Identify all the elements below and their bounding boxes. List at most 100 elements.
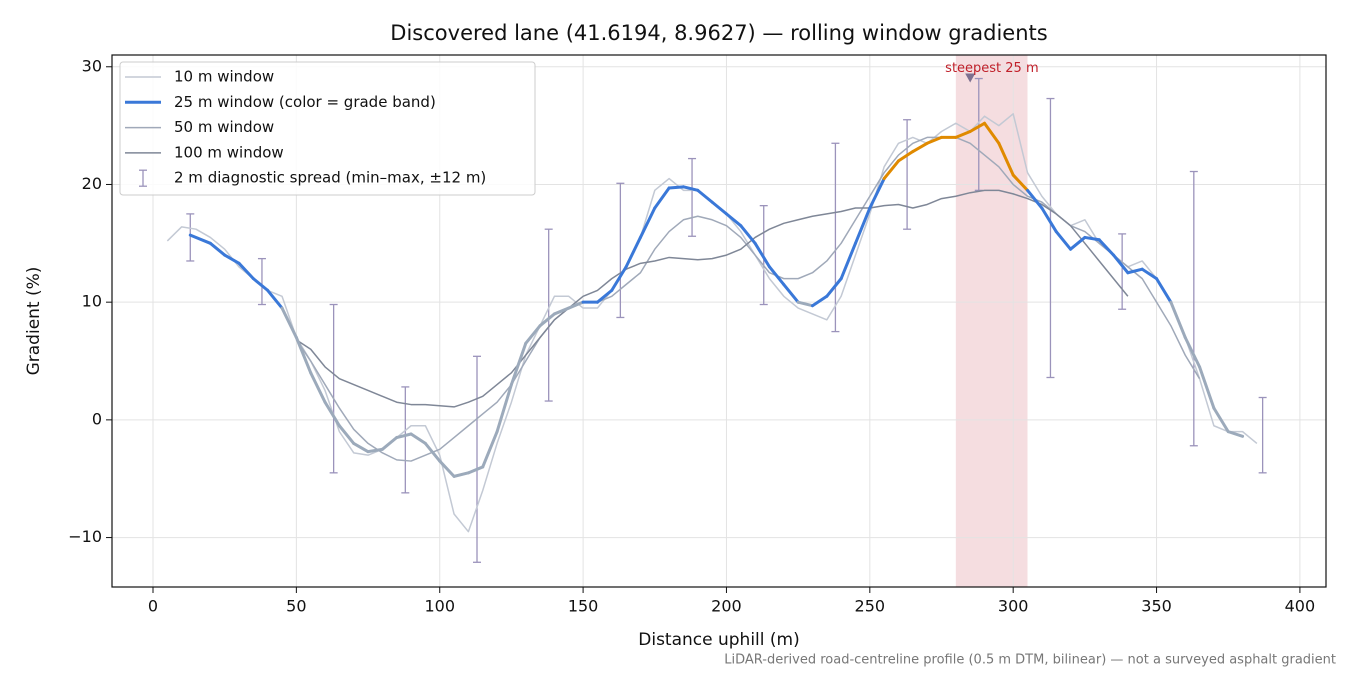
error-bar — [544, 228, 553, 402]
error-bar — [1118, 233, 1127, 310]
line-segment — [739, 224, 757, 245]
line-segment — [1097, 238, 1116, 257]
line-segment — [667, 185, 685, 190]
line-segment — [1198, 365, 1216, 410]
x-tick-label: 100 — [424, 597, 455, 616]
line-segment — [1155, 277, 1173, 304]
line-segment — [337, 424, 356, 445]
line-segment — [896, 150, 915, 163]
line-segment — [380, 436, 399, 451]
line-segment — [882, 159, 900, 181]
line-segment — [538, 312, 556, 328]
line-segment — [466, 465, 485, 475]
error-bar — [903, 119, 912, 230]
line-segment — [237, 261, 255, 281]
x-tick-label: 250 — [855, 597, 886, 616]
error-bar — [329, 303, 338, 474]
chart-title: Discovered lane (41.6194, 8.9627) — roll… — [390, 21, 1047, 45]
line-segment — [983, 121, 1001, 145]
line-segment — [223, 253, 241, 265]
line-segment — [1011, 173, 1030, 192]
line-segment — [188, 233, 212, 245]
line — [295, 136, 1201, 462]
error-bar — [186, 213, 195, 262]
line-segment — [395, 432, 413, 440]
line-segment — [681, 185, 700, 192]
line-segment — [1026, 188, 1044, 210]
line-segment — [366, 447, 384, 454]
line-segment — [753, 241, 771, 269]
y-axis-label: Gradient (%) — [24, 267, 44, 376]
line-segment — [767, 265, 786, 287]
line-segment — [323, 400, 341, 428]
line-segment — [1140, 267, 1159, 281]
legend-label: 2 m diagnostic spread (min–max, ±12 m) — [174, 169, 486, 187]
legend-frame — [119, 61, 536, 196]
line-segment — [782, 283, 800, 304]
x-tick-label: 150 — [568, 597, 599, 616]
x-tick-label: 400 — [1285, 597, 1316, 616]
error-bar — [473, 355, 482, 563]
line-segment — [567, 300, 585, 310]
x-tick-label: 300 — [998, 597, 1029, 616]
error-bar — [688, 157, 697, 237]
line-segment — [524, 324, 542, 345]
error-bar — [257, 257, 266, 306]
line-segment — [595, 288, 614, 304]
line-segment — [1183, 335, 1202, 369]
y-tick-label: 30 — [82, 56, 102, 75]
error-bar — [1189, 170, 1198, 447]
y-tick-label: −10 — [68, 527, 102, 546]
y-tick-label: 0 — [92, 409, 102, 428]
line-segment — [638, 206, 657, 239]
x-axis-label: Distance uphill (m) — [638, 630, 799, 650]
error-bar — [616, 182, 625, 319]
x-tick-label: 50 — [286, 597, 306, 616]
line-segment — [653, 186, 671, 210]
error-bar — [831, 142, 840, 333]
line-segment — [610, 265, 628, 292]
line-segment — [954, 130, 972, 139]
line-segment — [495, 383, 513, 434]
line-segment — [438, 459, 456, 478]
line-segment — [294, 335, 313, 375]
line-segment — [825, 277, 843, 298]
line-segment — [1126, 267, 1144, 275]
highlight-span — [955, 55, 1028, 587]
annotation-marker — [965, 73, 976, 83]
line — [295, 189, 1129, 408]
legend-swatch — [139, 169, 147, 187]
legend-label: 10 m window — [174, 68, 274, 86]
annotation-text: steepest 25 m — [945, 61, 1038, 76]
line-segment — [309, 371, 327, 404]
line-segment — [1212, 406, 1230, 434]
line-segment — [710, 200, 728, 216]
line-segment — [1040, 206, 1058, 234]
error-bar — [1046, 97, 1055, 379]
line-segment — [352, 441, 370, 454]
line-segment — [1083, 235, 1101, 242]
line-segment — [810, 294, 829, 308]
legend: 10 m window 25 m window (color = grade ba… — [119, 61, 536, 196]
legend-label: 100 m window — [174, 143, 284, 161]
line-segment — [1069, 235, 1087, 251]
line-segment — [251, 277, 270, 292]
x-tick-label: 200 — [711, 597, 742, 616]
line-segment — [968, 121, 987, 134]
y-tick-label: 20 — [82, 174, 102, 193]
line-segment — [724, 212, 743, 228]
line-segment — [409, 432, 427, 445]
line-segment — [552, 306, 571, 316]
plot-frame — [111, 54, 1327, 588]
y-tick-label: 10 — [82, 292, 102, 311]
line-segment — [1112, 253, 1130, 275]
line-segment — [1226, 430, 1245, 438]
line-segment — [911, 141, 929, 154]
line-segment — [509, 341, 528, 387]
line-segment — [208, 241, 227, 257]
line-segment — [868, 177, 886, 210]
error-bar — [401, 386, 410, 494]
line-segment — [696, 188, 714, 204]
line-segment — [1054, 230, 1073, 251]
